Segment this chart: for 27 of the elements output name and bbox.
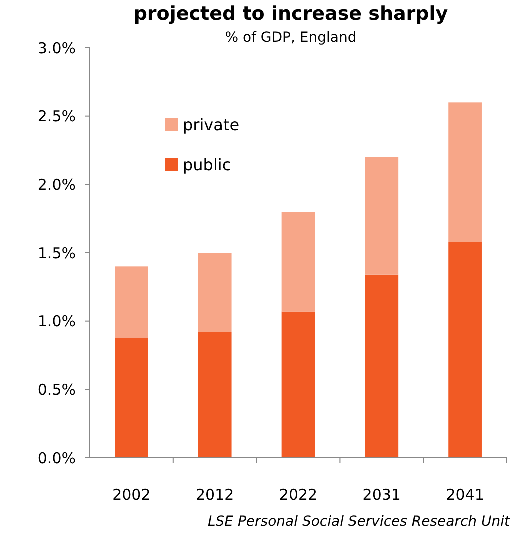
bar [365, 274, 399, 458]
chart-title: projected to increase sharply [134, 3, 449, 25]
y-tick-label: 1.5% [38, 244, 76, 262]
y-tick-label: 0.0% [38, 449, 76, 468]
y-tick-label: 0.5% [38, 380, 76, 399]
bar [448, 102, 482, 242]
x-tick-label: 2031 [362, 486, 401, 504]
chart-subtitle: % of GDP, England [225, 30, 357, 46]
x-tick-label: 2002 [112, 486, 151, 504]
x-tick-label: 2012 [196, 486, 234, 504]
x-tick-label: 2041 [446, 486, 484, 504]
y-tick-label: 3.0% [38, 39, 76, 58]
bar [365, 157, 399, 275]
y-tick-label: 2.0% [38, 176, 76, 194]
bar [448, 242, 482, 458]
bar [115, 338, 148, 458]
legend-label: private [183, 116, 240, 135]
bar [115, 266, 148, 338]
y-tick-label: 2.5% [38, 108, 76, 126]
x-tick-label: 2022 [279, 486, 318, 504]
legend-label: public [183, 156, 232, 175]
bar [198, 253, 232, 332]
y-tick-label: 1.0% [38, 312, 76, 331]
bar [282, 212, 316, 312]
bar [198, 332, 232, 458]
text: LSE Personal Social Services Research Unit [208, 514, 510, 530]
bar [282, 312, 316, 458]
